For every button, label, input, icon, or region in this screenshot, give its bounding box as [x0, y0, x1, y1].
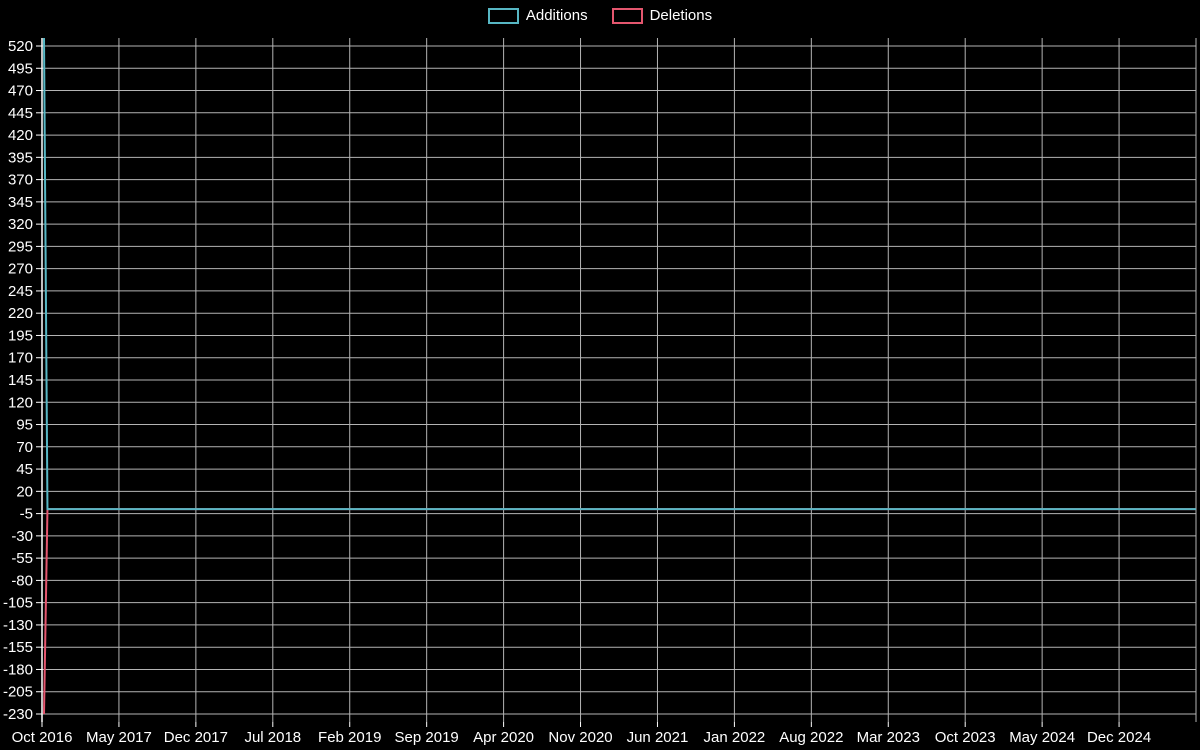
y-tick-label: 145	[8, 372, 33, 389]
y-tick-label: -180	[3, 661, 33, 678]
y-tick-label: 295	[8, 238, 33, 255]
x-tick-label: Jun 2021	[627, 729, 689, 746]
x-tick-label: Oct 2023	[935, 729, 996, 746]
y-tick-label: 470	[8, 83, 33, 100]
y-tick-label: 270	[8, 261, 33, 278]
y-tick-label: 420	[8, 127, 33, 144]
y-tick-label: -30	[11, 528, 33, 545]
x-tick-label: Mar 2023	[857, 729, 920, 746]
x-tick-label: Oct 2016	[12, 729, 73, 746]
legend-item-additions[interactable]: Additions	[487, 7, 588, 25]
legend-label-additions: Additions	[525, 7, 588, 24]
x-tick-label: Jan 2022	[704, 729, 766, 746]
y-tick-label: -5	[20, 506, 33, 523]
y-tick-label: 395	[8, 149, 33, 166]
x-tick-label: Jul 2018	[244, 729, 301, 746]
y-tick-label: 20	[16, 483, 33, 500]
y-tick-label: 445	[8, 105, 33, 122]
y-tick-label: 45	[16, 461, 33, 478]
x-tick-label: Dec 2017	[164, 729, 228, 746]
x-tick-label: Sep 2019	[395, 729, 459, 746]
y-tick-label: 320	[8, 216, 33, 233]
y-tick-label: -130	[3, 617, 33, 634]
x-tick-label: Apr 2020	[473, 729, 534, 746]
series-line-deletions	[43, 508, 1196, 715]
y-tick-label: -205	[3, 684, 33, 701]
y-tick-label: 195	[8, 327, 33, 344]
y-tick-label: 95	[16, 417, 33, 434]
x-tick-label: May 2017	[86, 729, 152, 746]
y-tick-label: 370	[8, 172, 33, 189]
y-tick-label: 245	[8, 283, 33, 300]
y-tick-label: 345	[8, 194, 33, 211]
y-tick-label: -55	[11, 550, 33, 567]
x-tick-label: Dec 2024	[1087, 729, 1151, 746]
y-tick-label: -80	[11, 572, 33, 589]
y-tick-label: -230	[3, 706, 33, 723]
y-tick-label: -105	[3, 595, 33, 612]
y-tick-label: 120	[8, 394, 33, 411]
x-tick-label: Nov 2020	[548, 729, 612, 746]
x-tick-label: Feb 2019	[318, 729, 381, 746]
y-tick-label: 170	[8, 350, 33, 367]
series-line-additions	[43, 37, 1196, 511]
deletions-swatch-icon	[611, 8, 643, 24]
additions-swatch-icon	[487, 8, 519, 24]
y-tick-label: 220	[8, 305, 33, 322]
y-tick-label: -155	[3, 639, 33, 656]
legend-item-deletions[interactable]: Deletions	[611, 7, 713, 25]
x-tick-label: May 2024	[1009, 729, 1075, 746]
y-tick-label: 495	[8, 60, 33, 77]
y-tick-label: 520	[8, 38, 33, 55]
legend-label-deletions: Deletions	[649, 7, 713, 24]
x-tick-label: Aug 2022	[779, 729, 843, 746]
y-tick-label: 70	[16, 439, 33, 456]
chart-legend: Additions Deletions	[0, 7, 1200, 25]
